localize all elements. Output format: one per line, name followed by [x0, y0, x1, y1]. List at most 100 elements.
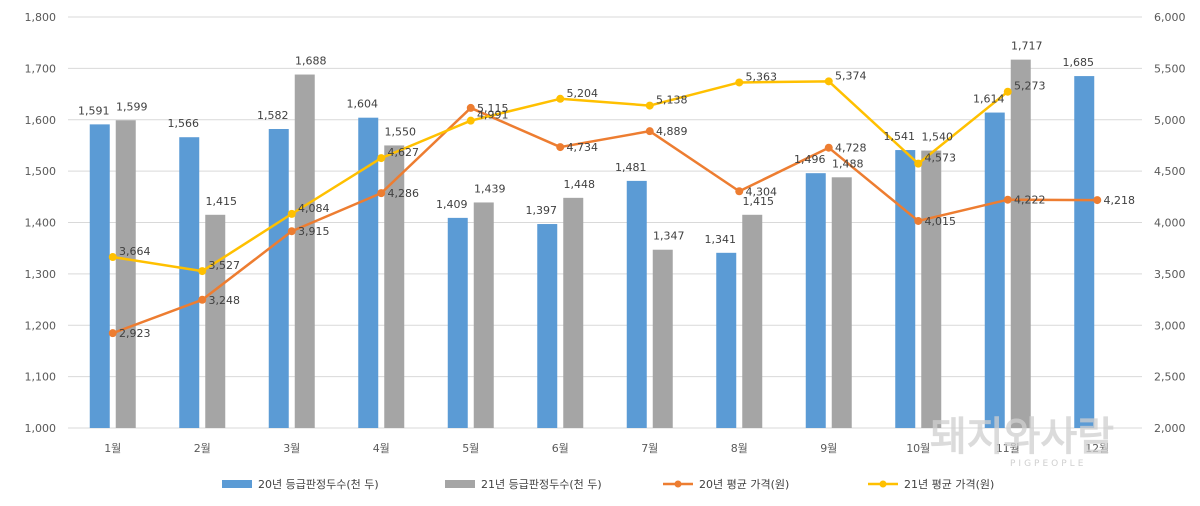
line-data-label: 4,728 [835, 142, 867, 155]
x-tick-label: 6월 [552, 442, 569, 455]
x-axis-ticks: 1월 2월 3월 4월 5월 6월 7월 8월 9월 10월 11월 12월 [104, 442, 1109, 455]
bar-data-label: 1,496 [794, 153, 826, 166]
line-point [1003, 87, 1012, 96]
line-point [466, 103, 475, 112]
legend-label: 21년 등급판정두수(천 두) [481, 477, 602, 491]
bar-data-label: 1,604 [347, 98, 379, 111]
legend-label: 20년 평균 가격(원) [699, 478, 789, 491]
bar-data-label: 1,448 [564, 178, 596, 191]
left-axis-ticks: 1,000 1,100 1,200 1,300 1,400 1,500 1,600 1,700… [25, 11, 57, 435]
line-data-label: 5,204 [567, 87, 599, 100]
right-tick-label: 4,500 [1154, 165, 1186, 178]
gridlines [68, 16, 1142, 429]
left-tick-label: 1,600 [25, 114, 57, 127]
x-tick-label: 4월 [373, 442, 390, 455]
right-tick-label: 6,000 [1154, 11, 1186, 24]
x-tick-label: 1월 [104, 442, 121, 455]
x-tick-label: 5월 [462, 442, 479, 455]
left-tick-label: 1,800 [25, 11, 57, 24]
legend-swatch [445, 480, 475, 488]
bar-20 [537, 224, 558, 428]
right-tick-label: 5,000 [1154, 114, 1186, 127]
line-data-label: 5,115 [477, 102, 509, 115]
right-tick-label: 3,500 [1154, 268, 1186, 281]
bar-21 [294, 74, 315, 428]
line-data-label: 3,664 [119, 245, 151, 258]
line-21-price [112, 80, 1009, 273]
bar-21 [831, 177, 852, 428]
line-data-label: 3,915 [298, 225, 330, 238]
line-point [824, 77, 833, 86]
bar-data-label: 1,688 [295, 55, 327, 68]
legend-label: 21년 평균 가격(원) [904, 478, 994, 491]
bar-20 [1074, 76, 1095, 429]
legend: 20년 등급판정두수(천 두) 21년 등급판정두수(천 두) 20년 평균 가격(… [222, 477, 994, 491]
bar-data-label: 1,347 [653, 230, 685, 243]
line-series [108, 77, 1102, 338]
line-data-label: 4,734 [567, 141, 599, 154]
line-point [645, 127, 654, 136]
line-point [108, 329, 117, 338]
right-tick-label: 2,000 [1154, 422, 1186, 435]
line-point [735, 78, 744, 87]
right-tick-label: 5,500 [1154, 62, 1186, 75]
bar-data-label: 1,540 [922, 131, 954, 144]
bar-20 [626, 180, 647, 428]
bar-21 [473, 202, 494, 428]
legend-marker [674, 480, 682, 488]
line-data-label: 4,889 [656, 125, 688, 138]
bar-data-label: 1,685 [1063, 56, 1095, 69]
left-tick-label: 1,400 [25, 217, 57, 230]
bar-21 [115, 120, 136, 429]
left-tick-label: 1,100 [25, 371, 57, 384]
x-tick-label: 9월 [820, 442, 837, 455]
line-point [377, 154, 386, 163]
bar-20 [716, 252, 737, 428]
bar-20 [89, 124, 110, 428]
bar-data-label: 1,717 [1011, 40, 1043, 53]
line-point [287, 209, 296, 218]
bar-21 [652, 249, 673, 428]
line-data-label: 4,304 [746, 185, 778, 198]
watermark: 돼지와사람 PIGPEOPLE [930, 414, 1114, 469]
bar-data-label: 1,550 [385, 125, 417, 138]
line-point [914, 216, 923, 225]
bar-20 [895, 150, 916, 428]
data-labels: 1,591 1,566 1,582 1,604 1,409 1,397 1,481 1,341… [78, 40, 1135, 341]
legend-label: 20년 등급판정두수(천 두) [258, 477, 379, 491]
line-point [735, 187, 744, 196]
bar-data-label: 1,481 [615, 161, 647, 174]
x-tick-label: 7월 [641, 442, 658, 455]
bar-21 [742, 214, 763, 428]
line-point [377, 189, 386, 198]
bar-20 [984, 112, 1005, 429]
line-point [556, 143, 565, 152]
line-point [1003, 195, 1012, 204]
left-tick-label: 1,000 [25, 422, 57, 435]
line-data-label: 4,218 [1104, 194, 1136, 207]
bar-20 [358, 117, 379, 428]
right-axis-ticks: 2,000 2,500 3,000 3,500 4,000 4,500 5,000 5,500… [1154, 11, 1186, 435]
line-data-label: 3,248 [209, 294, 241, 307]
line-data-label: 4,084 [298, 202, 330, 215]
right-tick-label: 4,000 [1154, 217, 1186, 230]
line-data-label: 4,222 [1014, 194, 1046, 207]
line-data-label: 3,527 [209, 259, 241, 272]
line-point [108, 253, 117, 262]
line-data-label: 5,374 [835, 69, 867, 82]
line-20-price [112, 106, 1098, 335]
line-point [1093, 196, 1102, 205]
line-data-label: 5,138 [656, 94, 688, 107]
line-data-label: 4,627 [388, 146, 420, 159]
bar-21 [563, 197, 584, 428]
bar-data-label: 1,488 [832, 157, 864, 170]
bar-data-label: 1,397 [526, 204, 558, 217]
bar-data-label: 1,614 [973, 93, 1005, 106]
line-point [556, 94, 565, 103]
line-point [466, 116, 475, 125]
x-tick-label: 11월 [996, 442, 1020, 455]
x-tick-label: 8월 [731, 442, 748, 455]
bar-20 [447, 217, 468, 428]
bar-data-label: 1,415 [743, 195, 775, 208]
